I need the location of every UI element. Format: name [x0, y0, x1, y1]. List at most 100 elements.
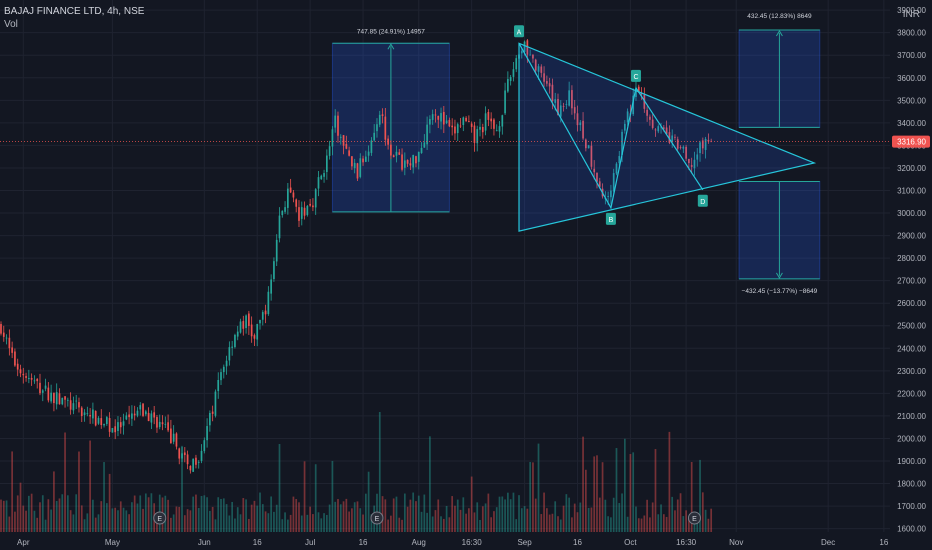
- candle-body: [97, 417, 100, 424]
- volume-bar: [440, 516, 442, 532]
- candle-body: [515, 58, 518, 70]
- candle-body: [192, 458, 195, 472]
- candle-body: [147, 412, 150, 422]
- candle-body: [415, 156, 417, 164]
- candle-body: [261, 312, 264, 320]
- volume-bar: [239, 514, 242, 532]
- volume-bar: [197, 508, 200, 532]
- candle-body: [222, 366, 225, 373]
- candle-body: [429, 119, 431, 125]
- candle-body: [117, 422, 119, 431]
- volume-bar: [579, 502, 582, 532]
- triangle-pattern[interactable]: A B C D: [514, 25, 817, 232]
- volume-bar: [220, 498, 222, 532]
- earnings-marker-0[interactable]: [153, 511, 167, 525]
- volume-bar: [234, 518, 236, 532]
- volume-bar: [607, 516, 609, 532]
- volume-bar: [170, 517, 172, 532]
- triangle-shape[interactable]: [518, 42, 817, 232]
- volume-bar: [392, 498, 395, 532]
- last-price-tag: [892, 135, 930, 148]
- price-tick-label-3: 3600.00: [897, 74, 926, 83]
- volume-bar: [186, 509, 189, 532]
- volume-bar: [462, 497, 465, 532]
- candle-body: [242, 321, 245, 329]
- candle-body: [537, 66, 540, 72]
- candle-body: [493, 119, 495, 129]
- candle-body: [16, 363, 19, 370]
- volume-bar: [484, 503, 487, 532]
- price-axis[interactable]: 3900.00 3800.00 3700.00 3600.00 3500.00 3400.…: [890, 0, 932, 550]
- volume-bar: [122, 507, 125, 532]
- candle-body: [225, 360, 228, 367]
- candle-body: [557, 98, 559, 116]
- volume-bar: [632, 452, 635, 532]
- volume-bar: [507, 492, 509, 532]
- volume-bar: [685, 510, 687, 532]
- volume-bar: [16, 495, 19, 532]
- volume-bar: [281, 519, 284, 532]
- candle-body: [119, 422, 122, 428]
- volume-bar: [339, 504, 342, 532]
- candle-body: [211, 411, 214, 414]
- volume-bar: [133, 495, 136, 532]
- candle-body: [334, 115, 337, 128]
- candle-body: [540, 66, 543, 73]
- candle-body: [582, 120, 584, 139]
- volume-indicator-label[interactable]: Vol: [4, 19, 18, 30]
- volume-bar: [406, 506, 409, 532]
- volume-bar: [473, 512, 476, 532]
- volume-bar: [699, 459, 701, 532]
- candle-body: [587, 145, 590, 149]
- pattern-point-d-marker[interactable]: [697, 194, 708, 207]
- candle-body: [339, 136, 342, 138]
- pattern-point-a-marker[interactable]: [514, 25, 525, 38]
- volume-bar: [621, 493, 623, 532]
- volume-bar: [80, 505, 83, 532]
- candle-body: [44, 385, 47, 389]
- volume-bar: [635, 506, 637, 532]
- volume-bar: [97, 514, 100, 532]
- abcd-path[interactable]: [518, 42, 704, 210]
- candle-body: [306, 205, 309, 216]
- volume-bar: [306, 514, 309, 532]
- volume-bar: [415, 501, 417, 532]
- volume-bar: [662, 514, 665, 532]
- candle-body: [248, 313, 250, 326]
- candle-body: [465, 117, 467, 122]
- candle-body: [668, 132, 671, 143]
- volume-bar: [431, 516, 434, 532]
- volume-bar: [259, 492, 261, 532]
- volume-bar: [309, 506, 311, 532]
- volume-bar: [19, 482, 22, 532]
- volume-bar: [117, 510, 119, 532]
- pattern-point-b-marker[interactable]: [605, 212, 616, 225]
- time-axis[interactable]: Apr May Jun 16 Jul 16 Aug 16:30 Sep 16 Oct 16:30 Nov…: [17, 538, 889, 547]
- volume-bar: [409, 499, 412, 532]
- pattern-point-c-marker[interactable]: [630, 69, 641, 82]
- candle-body: [250, 324, 253, 337]
- candle-body: [125, 415, 128, 420]
- earnings-marker-2[interactable]: [687, 511, 701, 525]
- volume-bar: [181, 445, 183, 532]
- earnings-marker-1[interactable]: [370, 511, 384, 525]
- volume-bar: [548, 514, 551, 532]
- candle-body: [679, 147, 682, 149]
- candle-body: [111, 427, 114, 433]
- price-tick-label-16: 2300.00: [897, 367, 926, 376]
- candle-body: [175, 433, 178, 447]
- candle-body: [509, 77, 512, 81]
- volume-bar: [520, 508, 523, 532]
- volume-bar: [86, 513, 89, 532]
- candle-body: [25, 376, 27, 378]
- candle-body: [47, 387, 50, 401]
- candle-body: [406, 159, 409, 164]
- candle-body: [19, 369, 22, 374]
- candle-body: [214, 391, 217, 416]
- volume-bar: [387, 519, 389, 532]
- volume-bar: [660, 504, 662, 532]
- volume-bar: [546, 508, 548, 532]
- candle-body: [2, 332, 5, 337]
